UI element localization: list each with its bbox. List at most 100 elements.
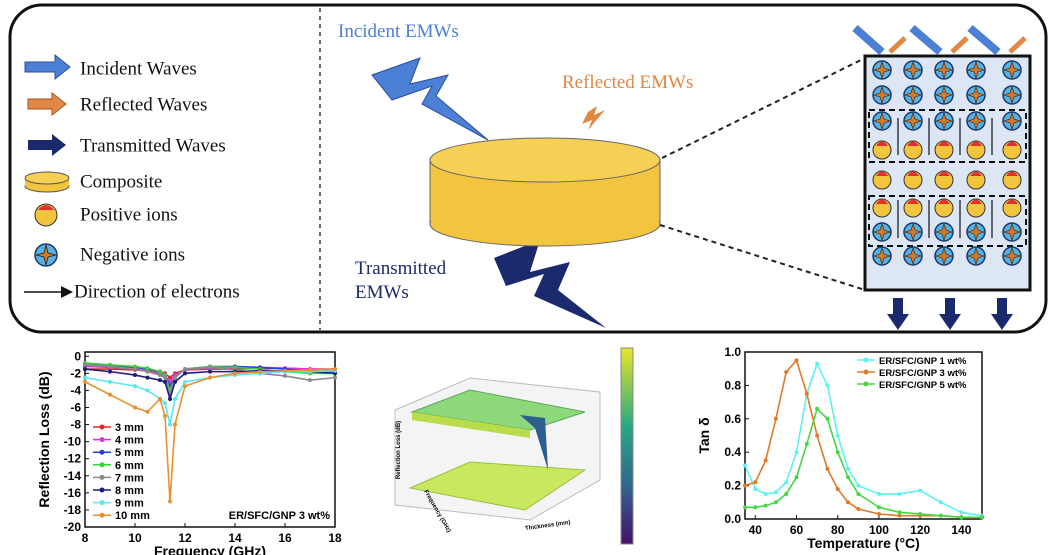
transmitted-arrow <box>893 298 903 316</box>
data-point <box>825 383 829 387</box>
data-point <box>163 401 167 405</box>
transmitted-arrow <box>945 298 955 316</box>
data-point <box>133 384 137 388</box>
data-point <box>784 480 788 484</box>
data-point <box>795 358 799 362</box>
legend-label: ER/SFC/GNP 5 wt% <box>879 380 967 391</box>
legend-marker <box>100 437 105 442</box>
y-tick-label: -6 <box>70 400 81 414</box>
data-point <box>283 374 287 378</box>
data-point <box>918 512 922 516</box>
legend-marker <box>100 425 105 430</box>
legend-marker <box>864 358 869 363</box>
data-point <box>743 464 747 468</box>
x-tick-label: 18 <box>328 531 342 545</box>
legend-label: Transmitted Waves <box>80 135 226 156</box>
legend-marker <box>100 450 105 455</box>
data-point <box>795 450 799 454</box>
x-tick-label: 10 <box>128 531 142 545</box>
legend-marker <box>100 475 105 480</box>
data-point <box>784 492 788 496</box>
data-point <box>183 380 187 384</box>
data-point <box>208 376 212 380</box>
x-axis-label: Thickness (mm) <box>525 520 571 532</box>
y-axis-label: Tan δ <box>696 417 712 453</box>
data-point <box>815 362 819 366</box>
data-point <box>877 505 881 509</box>
data-point <box>877 512 881 516</box>
data-point <box>959 510 963 514</box>
x-axis-label: Temperature (°C) <box>807 535 920 551</box>
y-tick-label: -10 <box>64 435 82 449</box>
data-point <box>158 378 162 382</box>
data-point <box>980 515 984 519</box>
data-point <box>856 484 860 488</box>
transmitted-arrow <box>997 298 1007 316</box>
data-point <box>158 373 162 377</box>
data-point <box>168 423 172 427</box>
legend-marker <box>100 500 105 505</box>
data-point <box>805 442 809 446</box>
incident-arrow <box>970 28 998 52</box>
data-point <box>846 500 850 504</box>
data-point <box>146 370 150 374</box>
data-point <box>753 505 757 509</box>
data-point <box>815 434 819 438</box>
data-point <box>133 405 137 409</box>
y-tick-label: 0 <box>74 349 81 363</box>
data-point <box>753 487 757 491</box>
legend-label: ER/SFC/GNP 3 wt% <box>879 368 967 379</box>
legend-label: 10 mm <box>115 510 150 522</box>
data-point <box>108 365 112 369</box>
data-point <box>208 365 212 369</box>
data-point <box>163 380 167 384</box>
data-point <box>146 410 150 414</box>
transmitted-arrow <box>939 314 961 330</box>
data-point <box>856 492 860 496</box>
data-point <box>168 499 172 503</box>
legend-label: 7 mm <box>115 472 144 484</box>
data-point <box>774 500 778 504</box>
legend-label: 6 mm <box>115 460 144 472</box>
data-point <box>959 515 963 519</box>
legend-label: 5 mm <box>115 447 144 459</box>
z-axis-label: Reflection Loss (dB) <box>396 421 402 479</box>
legend-marker <box>100 513 105 518</box>
data-point <box>158 370 162 374</box>
data-point <box>836 434 840 438</box>
data-point <box>846 475 850 479</box>
data-point <box>258 370 262 374</box>
y-tick-label: 0.0 <box>724 512 741 526</box>
data-point <box>158 397 162 401</box>
data-point <box>898 510 902 514</box>
legend-icons <box>24 55 70 292</box>
data-point <box>108 393 112 397</box>
data-point <box>774 490 778 494</box>
data-point <box>173 423 177 427</box>
data-point <box>774 417 778 421</box>
legend-marker <box>864 382 869 387</box>
legend-marker <box>864 370 869 375</box>
data-point <box>208 370 212 374</box>
annotation: ER/SFC/GNP 3 wt% <box>229 510 330 522</box>
data-point <box>173 376 177 380</box>
data-point <box>825 467 829 471</box>
data-point <box>146 366 150 370</box>
data-point <box>898 492 902 496</box>
y-tick-label: 0.8 <box>724 378 741 392</box>
data-point <box>753 480 757 484</box>
data-point <box>173 380 177 384</box>
transmitted-arrow <box>887 314 909 330</box>
data-point <box>939 514 943 518</box>
data-point <box>308 368 312 372</box>
data-point <box>146 376 150 380</box>
data-point <box>133 373 137 377</box>
data-point <box>805 392 809 396</box>
reflected-label: Reflected EMWs <box>562 72 693 93</box>
x-tick-label: 140 <box>951 523 971 537</box>
transmitted-arrow <box>991 314 1013 330</box>
data-point <box>815 407 819 411</box>
data-point <box>764 492 768 496</box>
y-tick-label: -4 <box>70 383 81 397</box>
